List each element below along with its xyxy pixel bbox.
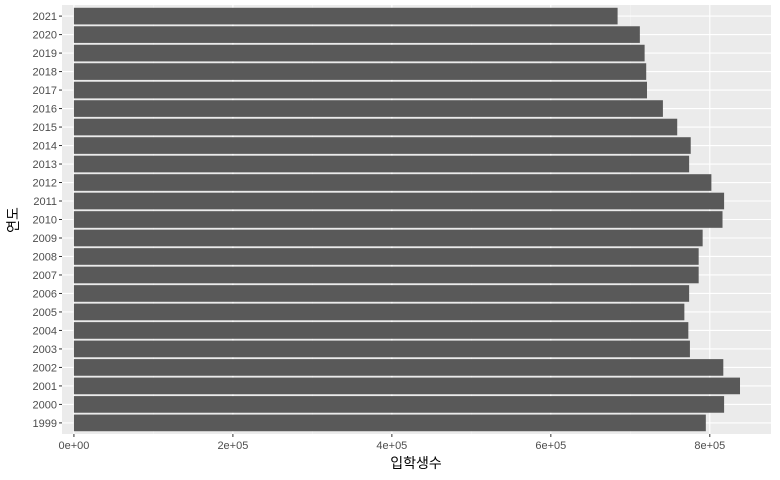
y-tick-label: 2001 — [33, 381, 57, 393]
bar-2019 — [73, 44, 645, 62]
y-tick-label: 2006 — [33, 288, 57, 300]
bar-2003 — [73, 340, 690, 358]
x-tick-label: 4e+05 — [376, 440, 407, 452]
y-tick-label: 2019 — [33, 48, 57, 60]
bar-2005 — [73, 303, 685, 321]
bar-2017 — [73, 81, 648, 99]
bar-2013 — [73, 155, 690, 173]
x-axis: 0e+00 2e+05 4e+05 6e+05 8e+05 — [58, 434, 725, 452]
y-tick-label: 2008 — [33, 251, 57, 263]
y-tick-label: 1999 — [33, 418, 57, 430]
bar-2015 — [73, 118, 678, 136]
bar-2016 — [73, 100, 663, 117]
bar-2012 — [73, 174, 712, 191]
bar-2008 — [73, 248, 699, 265]
x-tick-label: 6e+05 — [535, 440, 566, 452]
bar-2020 — [73, 26, 640, 43]
bar-2000 — [73, 396, 725, 413]
y-tick-label: 2005 — [33, 307, 57, 319]
y-tick-label: 2021 — [33, 11, 57, 23]
bar-1999 — [73, 414, 706, 432]
bar-2018 — [73, 63, 647, 80]
bar-2001 — [73, 377, 741, 395]
y-tick-label: 2012 — [33, 178, 57, 190]
bar-2014 — [73, 137, 691, 154]
bar-2021 — [73, 7, 618, 25]
bar-2002 — [73, 359, 724, 376]
y-tick-label: 2010 — [33, 215, 57, 227]
y-tick-label: 2009 — [33, 233, 57, 245]
y-tick-label: 2014 — [33, 141, 57, 153]
y-tick-label: 2003 — [33, 344, 57, 356]
x-tick-label: 0e+00 — [58, 440, 89, 452]
y-tick-label: 2013 — [33, 159, 57, 171]
y-tick-label: 2002 — [33, 362, 57, 374]
x-axis-title: 입학생수 — [390, 456, 442, 472]
y-tick-label: 2000 — [33, 399, 57, 411]
bar-2007 — [73, 266, 699, 284]
bar-2006 — [73, 285, 690, 302]
bars — [73, 7, 741, 432]
y-tick-label: 2011 — [33, 196, 57, 208]
y-tick-label: 2020 — [33, 30, 57, 42]
bar-2009 — [73, 229, 703, 247]
y-axis: 1999 2000 2001 2002 2003 2004 2005 2006 2007 2008… — [33, 11, 62, 430]
y-tick-label: 2016 — [33, 104, 57, 116]
x-tick-label: 8e+05 — [694, 440, 725, 452]
bar-2010 — [73, 211, 723, 228]
bar-2004 — [73, 322, 689, 339]
y-tick-label: 2007 — [33, 270, 57, 282]
bar-2011 — [73, 192, 725, 210]
y-tick-label: 2018 — [33, 67, 57, 79]
y-tick-label: 2015 — [33, 122, 57, 134]
y-axis-title: 연도 — [6, 207, 22, 233]
x-tick-label: 2e+05 — [217, 440, 248, 452]
y-tick-label: 2004 — [33, 325, 57, 337]
y-tick-label: 2017 — [33, 85, 57, 97]
